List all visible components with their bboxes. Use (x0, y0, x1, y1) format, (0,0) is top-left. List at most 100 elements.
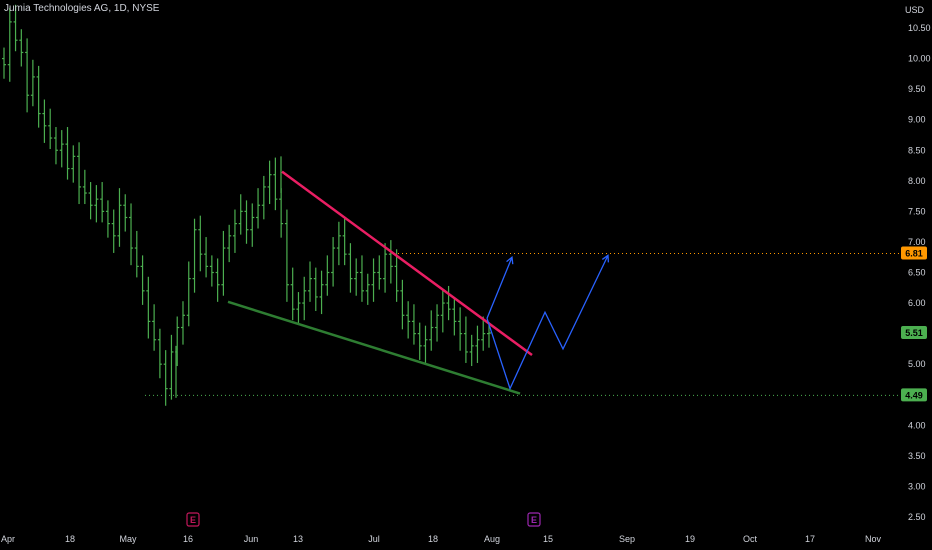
price-tick-label: 9.00 (908, 115, 926, 125)
ohlc-bar (400, 279, 405, 330)
ohlc-bar (146, 276, 151, 339)
ohlc-bar (308, 261, 313, 302)
price-tick-label: 4.00 (908, 420, 926, 430)
ohlc-bar (7, 7, 12, 82)
price-tick-label: 10.50 (908, 23, 931, 33)
ohlc-bar (204, 237, 209, 278)
ohlc-bar (53, 127, 58, 165)
ohlc-bar (394, 249, 399, 302)
ohlc-bar (48, 108, 53, 150)
resistance-trendline[interactable] (281, 170, 533, 357)
time-tick-label: 18 (428, 534, 438, 544)
ohlc-bar (19, 29, 24, 67)
ohlc-bar (100, 182, 105, 223)
earnings-marker-icon[interactable]: E (186, 512, 200, 527)
ohlc-bar (186, 261, 191, 327)
svg-text:E: E (531, 515, 537, 525)
time-tick-label: 15 (543, 534, 553, 544)
time-tick-label: Jun (244, 534, 259, 544)
ohlc-bar (163, 350, 168, 406)
ohlc-bar (256, 188, 261, 229)
ohlc-bar (30, 59, 35, 107)
price-tick-label: 10.00 (908, 54, 931, 64)
ohlc-bar (406, 301, 411, 339)
time-tick-label: Aug (484, 534, 500, 544)
svg-text:E: E (190, 515, 196, 525)
support-trendline[interactable] (227, 300, 521, 395)
ohlc-bar (325, 255, 330, 296)
ohlc-bar (429, 310, 434, 351)
price-tick-label: 6.00 (908, 298, 926, 308)
ohlc-bar (383, 243, 388, 293)
arrowhead-icon (601, 254, 610, 263)
ohlc-bar (77, 142, 82, 205)
ohlc-bar (331, 237, 336, 287)
ohlc-bar (284, 209, 289, 302)
price-badge: 6.81 (901, 246, 927, 260)
ohlc-bar (36, 65, 41, 128)
ohlc-bar (209, 255, 214, 287)
ohlc-bar (198, 215, 203, 272)
ohlc-bar (342, 218, 347, 266)
ohlc-bar (192, 218, 197, 293)
ohlc-bar (435, 304, 440, 342)
ohlc-bar (227, 224, 232, 263)
projection-path-up[interactable] (486, 256, 513, 319)
currency-label: USD (905, 5, 925, 15)
ohlc-bar (273, 157, 278, 211)
price-badge: 5.51 (901, 326, 927, 340)
ohlc-bar (267, 160, 272, 205)
ohlc-bar (157, 328, 162, 379)
ohlc-bar (423, 325, 428, 363)
ohlc-bar (25, 38, 30, 113)
ohlc-bar (348, 243, 353, 293)
ohlc-bar (319, 270, 324, 315)
ohlc-bar (458, 307, 463, 351)
ohlc-bar (475, 325, 480, 363)
price-tick-label: 6.50 (908, 268, 926, 278)
price-badges: 6.81 5.51 4.49 (901, 246, 927, 402)
ohlc-bar (377, 255, 382, 290)
ohlc-bar (232, 209, 237, 253)
ohlc-bar (302, 276, 307, 321)
price-tick-label: 9.50 (908, 84, 926, 94)
ohlc-bar (123, 194, 128, 232)
price-tick-label: 3.50 (908, 451, 926, 461)
earnings-marker-icon[interactable]: E (527, 512, 541, 527)
ohlc-bar (296, 292, 301, 324)
projection-paths[interactable] (486, 254, 610, 391)
ohlc-bar (336, 221, 341, 266)
ohlc-bar (65, 127, 70, 180)
ohlc-bar (129, 203, 134, 266)
ohlc-bar (2, 47, 6, 79)
ohlc-bar (290, 267, 295, 321)
price-tick-label: 3.00 (908, 481, 926, 491)
price-axis[interactable]: 10.50 10.00 9.50 9.00 8.50 8.00 7.50 7.00 6.50 6.… (908, 23, 931, 522)
price-badge: 4.49 (901, 388, 927, 402)
price-tick-label: 7.00 (908, 237, 926, 247)
ohlc-bar (365, 273, 370, 305)
svg-text:4.49: 4.49 (905, 390, 923, 400)
time-tick-label: May (119, 534, 137, 544)
ohlc-bar (279, 188, 284, 238)
time-tick-label: Oct (743, 534, 758, 544)
ohlc-bar (59, 130, 64, 168)
ohlc-bar (134, 230, 139, 278)
svg-text:5.51: 5.51 (905, 328, 923, 338)
svg-text:6.81: 6.81 (905, 249, 923, 259)
ohlc-bar (313, 267, 318, 312)
ohlc-bar (88, 182, 93, 220)
trend-lines[interactable] (227, 170, 533, 395)
ohlc-bar (215, 258, 220, 302)
time-tick-label: 18 (65, 534, 75, 544)
ohlc-bar (371, 258, 376, 302)
time-axis[interactable]: Apr 18 May 16 Jun 13 Jul 18 Aug 15 Sep 19 Oct 17 Nov (1, 534, 882, 544)
ohlc-bar (463, 316, 468, 363)
ohlc-bar (440, 289, 445, 333)
ohlc-bar (244, 200, 249, 244)
ohlc-bar (152, 304, 157, 351)
ohlc-bar (140, 255, 145, 305)
projection-path-zigzag[interactable] (486, 255, 609, 391)
